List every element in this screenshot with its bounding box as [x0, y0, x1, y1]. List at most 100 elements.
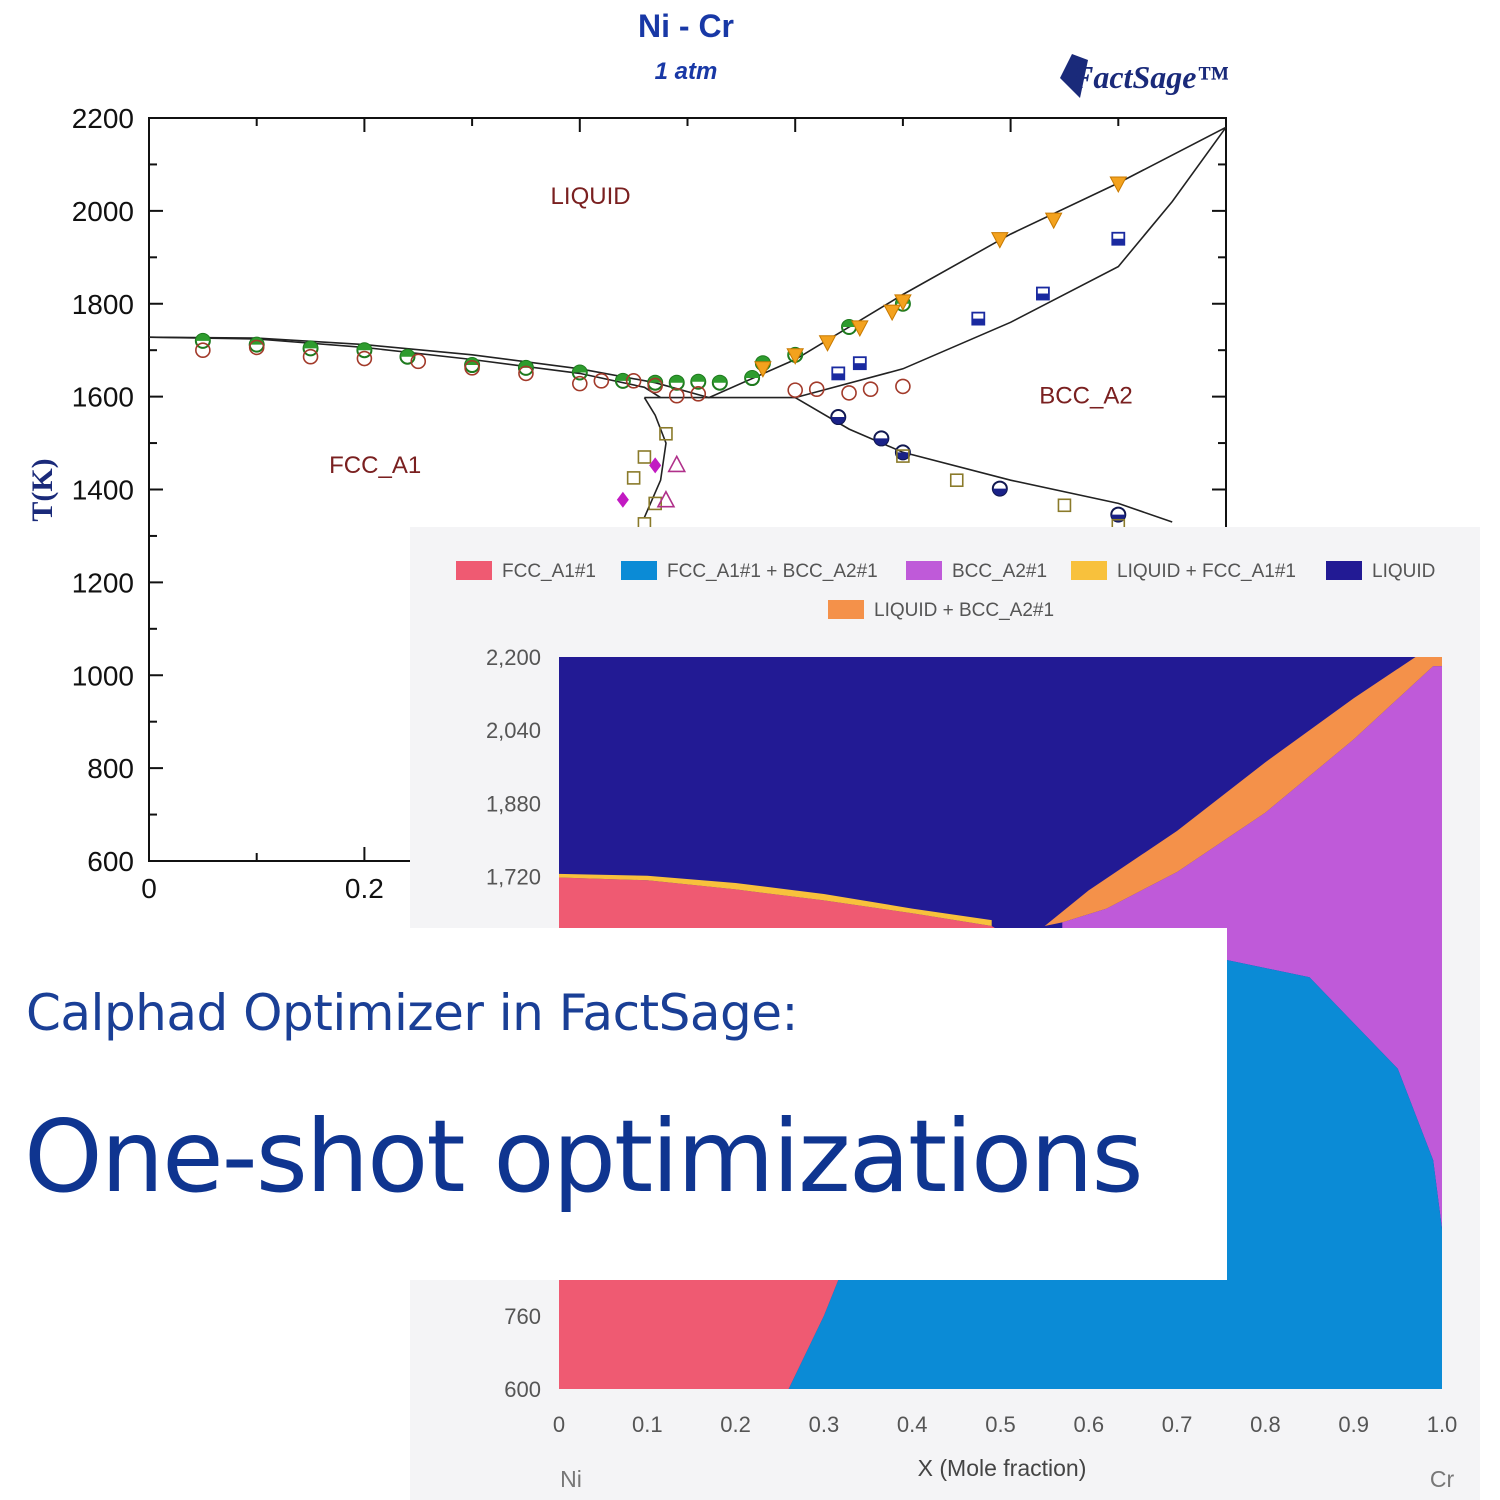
- region-label: FCC_A1: [329, 452, 421, 479]
- marker-red: [787, 382, 804, 398]
- marker-orange: [990, 232, 1009, 249]
- headline-subtitle: Calphad Optimizer in FactSage:: [26, 984, 798, 1042]
- y-tick-label: 1800: [72, 289, 134, 320]
- marker-red: [571, 375, 588, 392]
- marker-red: [625, 373, 642, 389]
- marker-olive: [626, 471, 641, 485]
- marker-green-fill: [303, 341, 318, 349]
- boundary-line: [794, 126, 1227, 399]
- legend-label: LIQUID + BCC_A2#1: [874, 600, 1054, 621]
- legend-swatch: [456, 561, 492, 580]
- x-left-element: Ni: [560, 1466, 582, 1492]
- marker-red: [593, 373, 610, 389]
- marker-navy-fill: [895, 452, 910, 460]
- marker-orange: [894, 294, 912, 311]
- legend-label: BCC_A2#1: [952, 561, 1047, 582]
- y-tick-labels: 2200 2000 1800 1600 1400 1200 1000 800 600: [72, 103, 134, 877]
- marker-olive: [659, 426, 673, 441]
- legend: FCC_A1#1 FCC_A1#1 + BCC_A2#1 BCC_A2#1 LIQUI…: [456, 561, 1435, 621]
- marker-olive: [949, 473, 964, 488]
- x-tick-label: 1.0: [1427, 1412, 1458, 1437]
- y-tick-label: 1200: [72, 567, 134, 598]
- x-tick-label: 0.4: [897, 1412, 928, 1437]
- marker-navy-fill: [874, 438, 889, 446]
- marker-green-fill: [572, 365, 587, 373]
- x-tick-label: 0.7: [1162, 1412, 1193, 1437]
- legend-label: FCC_A1#1 + BCC_A2#1: [667, 561, 878, 582]
- y-tick-label: 600: [87, 846, 134, 877]
- marker-blue-fill: [832, 373, 845, 380]
- marker-red: [895, 378, 911, 395]
- x-tick-label: 0.2: [720, 1412, 751, 1437]
- marker-green-fill: [357, 343, 372, 351]
- boundary-line: [794, 396, 1173, 523]
- x-tick-label: 0.2: [345, 873, 384, 904]
- x-tick-label: 0.1: [632, 1412, 663, 1437]
- marker-red: [690, 386, 707, 402]
- marker-green-fill: [518, 360, 533, 368]
- legend-label: FCC_A1#1: [502, 561, 596, 582]
- marker-blue-fill: [1036, 293, 1049, 300]
- boundary-line: [643, 397, 667, 518]
- marker-red: [302, 348, 319, 365]
- marker-green-fill: [669, 375, 684, 383]
- y-tick-label: 2,200: [486, 645, 541, 670]
- y-tick-label: 1,880: [486, 791, 541, 816]
- title-band: [0, 928, 1227, 1280]
- marker-magenta: [616, 491, 629, 508]
- factsage-logo-shape-icon: [1060, 54, 1088, 98]
- legend-label: LIQUID: [1372, 561, 1435, 582]
- x-tick-label: 0.5: [985, 1412, 1016, 1437]
- marker-red: [647, 377, 663, 394]
- marker-blue-fill: [972, 318, 985, 325]
- marker-purple: [656, 490, 676, 508]
- legend-swatch: [828, 600, 864, 619]
- marker-green-fill: [691, 374, 706, 382]
- marker-red: [518, 365, 534, 382]
- legend-swatch: [906, 561, 942, 580]
- legend-swatch: [1326, 561, 1362, 580]
- region-label: BCC_A2: [1039, 383, 1132, 410]
- region-label: LIQUID: [551, 183, 631, 210]
- factsage-logo-text: FactSage™: [1071, 59, 1228, 95]
- marker-red: [410, 353, 427, 370]
- marker-olive: [637, 450, 652, 464]
- marker-navy-fill: [992, 488, 1007, 496]
- y-tick-label: 600: [504, 1377, 541, 1402]
- x-tick-label: 0: [141, 873, 157, 904]
- y-tick-label: 1,720: [486, 865, 541, 890]
- marker-blue-fill: [1112, 238, 1125, 245]
- experimental-markers: [194, 176, 1128, 533]
- x-tick-label: 0: [553, 1412, 565, 1437]
- region-labels: LIQUID BCC_A2 FCC_A1: [329, 183, 1133, 479]
- marker-green-fill: [195, 333, 210, 341]
- marker-olive: [896, 449, 910, 463]
- bcc-region: [1062, 666, 1442, 1229]
- marker-purple: [667, 454, 687, 473]
- marker-orange: [786, 348, 805, 365]
- marker-orange: [883, 304, 901, 322]
- marker-red: [808, 381, 825, 397]
- y-tick-label: 1600: [72, 382, 134, 413]
- marker-red: [862, 381, 879, 397]
- chart-title: Ni - Cr: [638, 8, 734, 44]
- marker-olive: [1057, 498, 1072, 513]
- marker-green-fill: [745, 371, 760, 379]
- marker-red: [356, 350, 373, 367]
- marker-red: [195, 342, 211, 358]
- marker-green-fill: [712, 375, 727, 383]
- factsage-logo: FactSage™: [1060, 54, 1228, 98]
- marker-olive: [648, 496, 662, 511]
- x-right-element: Cr: [1430, 1466, 1455, 1492]
- y-tick-label: 800: [87, 753, 134, 784]
- marker-orange: [818, 335, 837, 352]
- marker-red: [248, 339, 265, 356]
- marker-red: [841, 385, 857, 401]
- marker-magenta: [649, 457, 662, 474]
- x-tick-label: 0.3: [809, 1412, 840, 1437]
- y-tick-label: 1400: [72, 475, 134, 506]
- y-tick-label: 2000: [72, 196, 134, 227]
- x-tick-labels: 0 0.2: [141, 873, 384, 904]
- marker-navy-fill: [831, 417, 846, 425]
- marker-orange: [1109, 176, 1128, 194]
